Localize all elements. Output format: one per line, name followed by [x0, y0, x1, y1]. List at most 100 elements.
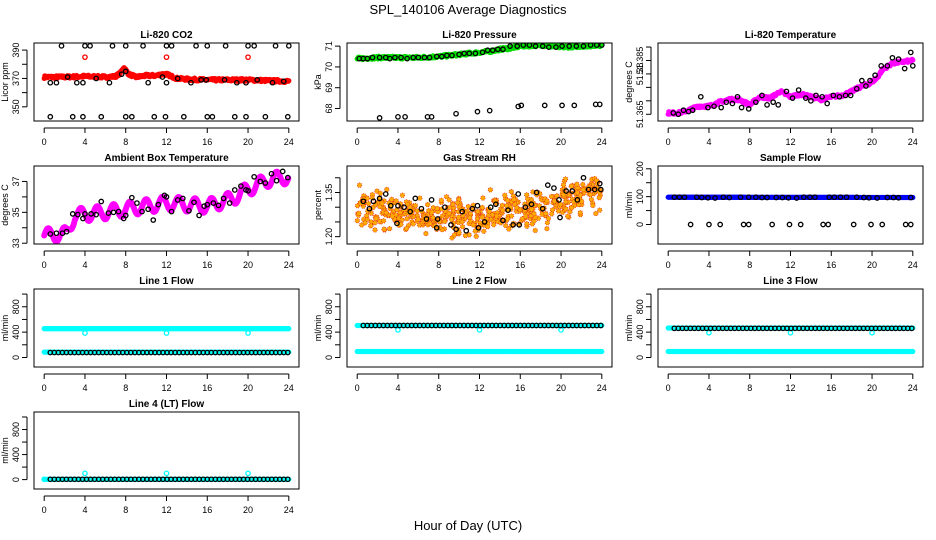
- data-point: [474, 202, 481, 209]
- data-point: [599, 348, 605, 355]
- data-point: [531, 218, 537, 224]
- data-point: [254, 77, 261, 83]
- data-point: [837, 194, 844, 201]
- data-point: [489, 47, 496, 54]
- data-point: [360, 198, 367, 205]
- data-point: [168, 43, 175, 49]
- panel-title: Li-820 Pressure: [442, 30, 517, 41]
- data-point: [467, 218, 474, 224]
- x-axis: 0 4 8 12 16 20 24: [666, 127, 918, 147]
- y-tick-label: 0: [11, 355, 21, 360]
- data-point: [410, 221, 416, 227]
- x-tick-label: 8: [123, 383, 128, 393]
- data-point: [523, 213, 529, 219]
- data-point: [580, 186, 586, 193]
- data-point: [188, 79, 194, 86]
- data-point: [115, 208, 122, 215]
- data-point: [532, 214, 538, 220]
- data-point: [494, 213, 500, 219]
- data-point: [593, 43, 600, 48]
- data-point: [442, 218, 448, 225]
- data-point: [779, 194, 786, 201]
- data-point: [717, 221, 724, 228]
- data-point: [826, 194, 833, 201]
- data-point: [553, 44, 559, 51]
- data-point: [394, 220, 400, 227]
- plot-frame: [346, 42, 613, 122]
- series-low-flow: [354, 348, 605, 355]
- data-point: [549, 211, 555, 217]
- data-point: [515, 103, 522, 110]
- data-point: [47, 231, 54, 237]
- data-point: [110, 209, 117, 216]
- data-point: [737, 194, 744, 201]
- data-point: [539, 205, 546, 212]
- data-point: [507, 43, 513, 49]
- y-tick-label: 370: [11, 71, 21, 86]
- data-point: [675, 111, 682, 118]
- x-tick-label: 4: [706, 137, 711, 147]
- data-point: [73, 79, 80, 86]
- data-point: [532, 227, 538, 234]
- data-point: [587, 191, 594, 198]
- data-point: [787, 329, 794, 336]
- x-tick-label: 16: [515, 260, 525, 270]
- data-point: [558, 327, 564, 333]
- data-point: [372, 220, 378, 226]
- plot-frame: [33, 165, 300, 245]
- series-outliers: [82, 54, 251, 61]
- x-tick-label: 8: [436, 137, 441, 147]
- data-point: [590, 202, 596, 209]
- data-point: [597, 207, 603, 213]
- data-point: [268, 170, 275, 177]
- data-point: [404, 216, 410, 222]
- data-point: [861, 194, 867, 201]
- data-point: [251, 173, 258, 180]
- panel-title: Sample Flow: [760, 153, 821, 164]
- x-tick-label: 0: [42, 383, 47, 393]
- data-point: [476, 327, 483, 333]
- x-tick-label: 0: [355, 137, 360, 147]
- data-point: [484, 224, 491, 230]
- data-point: [577, 210, 583, 216]
- data-point: [519, 216, 526, 222]
- data-point: [745, 194, 752, 201]
- data-point: [272, 43, 279, 49]
- data-layer: [665, 194, 916, 228]
- data-point: [82, 330, 88, 336]
- data-point: [373, 215, 379, 222]
- data-point: [63, 228, 70, 235]
- y-tick-label: 800: [324, 299, 334, 314]
- data-point: [562, 176, 569, 182]
- data-point: [508, 189, 514, 195]
- data-point: [474, 108, 481, 115]
- data-point: [566, 43, 573, 49]
- data-point: [402, 113, 408, 120]
- data-point: [486, 107, 493, 114]
- data-point: [847, 92, 854, 99]
- data-point: [364, 55, 371, 62]
- series-low-flags: [376, 101, 603, 121]
- data-point: [567, 209, 573, 215]
- data-point: [869, 329, 875, 336]
- data-point: [802, 95, 809, 101]
- data-point: [520, 43, 527, 48]
- data-point: [884, 63, 891, 69]
- data-point: [64, 74, 71, 80]
- x-tick-label: 4: [706, 260, 711, 270]
- data-point: [541, 102, 548, 109]
- y-tick-label: 51.38: [635, 63, 645, 86]
- data-point: [401, 204, 407, 211]
- data-point: [122, 113, 129, 120]
- data-point: [486, 208, 492, 215]
- data-point: [430, 205, 436, 211]
- data-point: [901, 65, 908, 72]
- data-point: [511, 196, 517, 203]
- data-point: [902, 221, 909, 228]
- data-point: [531, 211, 537, 217]
- data-point: [134, 200, 140, 206]
- y-tick-label: 800: [11, 299, 21, 314]
